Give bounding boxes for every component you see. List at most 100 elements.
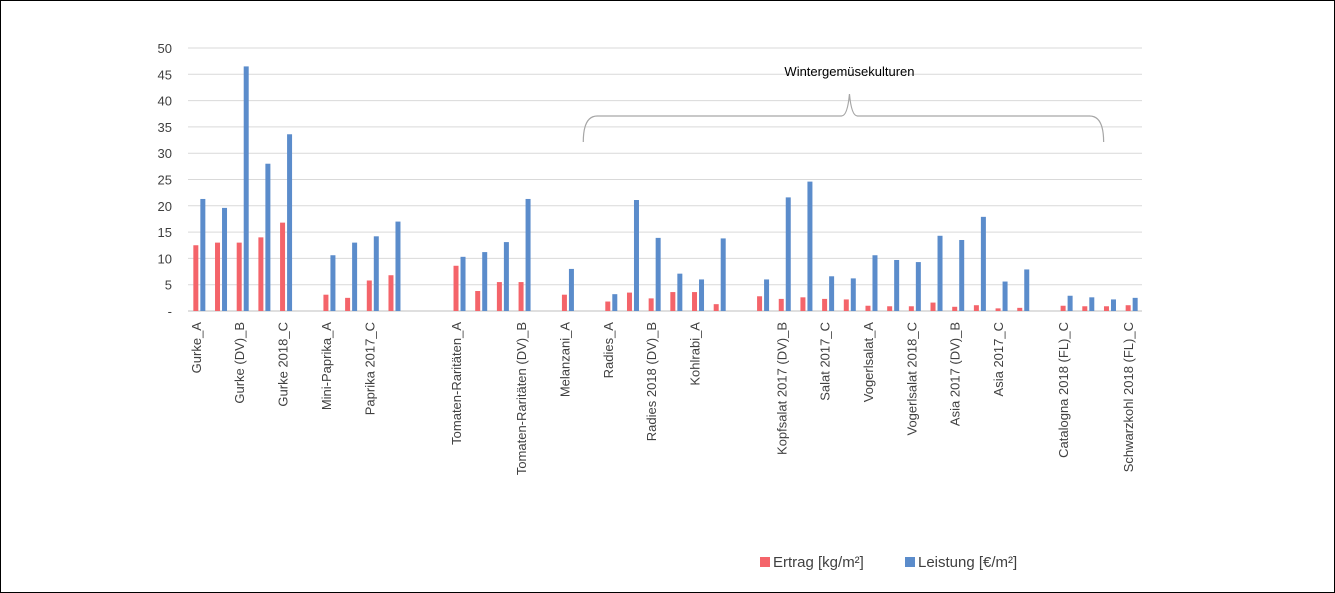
bar-ertrag [453, 265, 459, 311]
bar-ertrag [778, 298, 784, 311]
y-tick-label: - [168, 304, 172, 319]
x-tick-label: Schwarzkohl 2018 (FL)_C [1121, 322, 1136, 472]
bar-leistung [894, 259, 900, 311]
bar-leistung [633, 200, 639, 311]
x-tick-label: Asia 2017 (DV)_B [948, 322, 963, 426]
y-tick-label: 20 [158, 199, 172, 214]
bar-leistung [222, 207, 228, 311]
bar-ertrag [843, 299, 849, 311]
bar-leistung [872, 255, 878, 311]
x-tick-label: Gurke (DV)_B [232, 322, 247, 404]
bar-leistung [764, 279, 770, 311]
bar-ertrag [626, 292, 632, 311]
y-tick-label: 50 [158, 41, 172, 56]
bar-ertrag [280, 222, 286, 311]
bar-ertrag [995, 308, 1001, 311]
bar-leistung [330, 255, 336, 311]
bar-leistung [677, 273, 683, 311]
y-tick-label: 25 [158, 173, 172, 188]
bar-leistung [937, 235, 943, 311]
bar-leistung [482, 252, 488, 311]
y-tick-label: 40 [158, 94, 172, 109]
x-tick-label: Gurke_A [189, 322, 204, 374]
bar-leistung [265, 163, 271, 311]
x-tick-label: Tomaten-Raritäten (DV)_B [514, 322, 529, 475]
bars [193, 66, 1138, 311]
bar-leistung [1067, 295, 1073, 311]
bar-ertrag [561, 294, 567, 311]
bar-ertrag [908, 306, 914, 311]
bar-ertrag [713, 304, 719, 311]
x-tick-label: Asia 2017_C [991, 322, 1006, 396]
bar-leistung [785, 197, 791, 311]
bar-ertrag [692, 292, 698, 311]
y-tick-label: 45 [158, 67, 172, 82]
bar-ertrag [605, 301, 611, 311]
bar-leistung [1132, 297, 1138, 311]
x-tick-label: Kopfsalat 2017 (DV)_B [774, 322, 789, 455]
bar-ertrag [258, 237, 264, 311]
annotation-label: Wintergemüsekulturen [784, 64, 914, 79]
bar-leistung [655, 237, 661, 311]
bar-leistung [287, 134, 293, 311]
bar-leistung [980, 216, 986, 311]
legend-swatch [905, 557, 915, 567]
legend-label: Leistung [€/m²] [918, 554, 1017, 571]
x-tick-label: Tomaten-Raritäten_A [449, 322, 464, 445]
annotation-bracket: Wintergemüsekulturen [582, 64, 1105, 143]
y-tick-label: 15 [158, 225, 172, 240]
bar-ertrag [822, 298, 828, 311]
bar-ertrag [887, 306, 893, 311]
bar-leistung [525, 198, 531, 311]
bar-leistung [200, 198, 206, 311]
x-tick-label: Melanzani_A [557, 322, 572, 397]
legend-swatch [760, 557, 770, 567]
bar-leistung [243, 66, 249, 311]
bar-ertrag [215, 242, 221, 311]
y-tick-label: 35 [158, 120, 172, 135]
bar-ertrag [1082, 306, 1088, 311]
bar-ertrag [496, 282, 502, 311]
bar-ertrag [670, 292, 676, 311]
bar-leistung [460, 256, 466, 311]
bar-ertrag [930, 302, 936, 311]
x-tick-label: Gurke 2018_C [276, 322, 291, 407]
bracket [582, 93, 1105, 143]
bar-ertrag [518, 282, 524, 311]
bar-leistung [503, 242, 509, 311]
bar-leistung [395, 221, 401, 311]
bar-leistung [850, 278, 856, 311]
x-tick-label: Catalogna 2018 (FL)_C [1056, 322, 1071, 458]
bar-leistung [915, 262, 921, 311]
bar-leistung [829, 276, 835, 311]
bar-leistung [720, 238, 726, 311]
bar-ertrag [952, 306, 958, 311]
bar-ertrag [475, 291, 481, 311]
bar-leistung [959, 239, 965, 311]
bar-leistung [568, 268, 574, 311]
x-axis-labels: Gurke_A Gurke (DV)_B Gurke 2018_C Mini-Papr… [189, 322, 1136, 476]
bar-ertrag [345, 297, 351, 311]
bar-ertrag [648, 298, 654, 311]
bar-leistung [1024, 269, 1030, 311]
bar-ertrag [973, 305, 979, 311]
bar-leistung [1002, 281, 1008, 311]
bar-ertrag [865, 305, 871, 311]
bar-leistung [807, 181, 813, 311]
x-tick-label: Vogerlsalat_A [861, 322, 876, 403]
bar-ertrag [1060, 305, 1066, 311]
bar-ertrag [388, 275, 394, 311]
x-tick-label: Vogerlsalat 2018_C [904, 322, 919, 435]
x-tick-label: Salat 2017_C [818, 322, 833, 401]
bar-ertrag [1103, 306, 1109, 311]
bar-ertrag [800, 297, 806, 311]
x-tick-label: Radies_A [601, 322, 616, 379]
bar-ertrag [193, 245, 199, 311]
bar-ertrag [366, 280, 372, 311]
bar-ertrag [1017, 307, 1023, 311]
bar-ertrag [757, 296, 763, 311]
x-tick-label: Paprika 2017_C [362, 322, 377, 415]
x-tick-label: Kohlrabi_A [688, 322, 703, 386]
bar-ertrag [236, 242, 242, 311]
y-tick-label: 5 [165, 278, 172, 293]
